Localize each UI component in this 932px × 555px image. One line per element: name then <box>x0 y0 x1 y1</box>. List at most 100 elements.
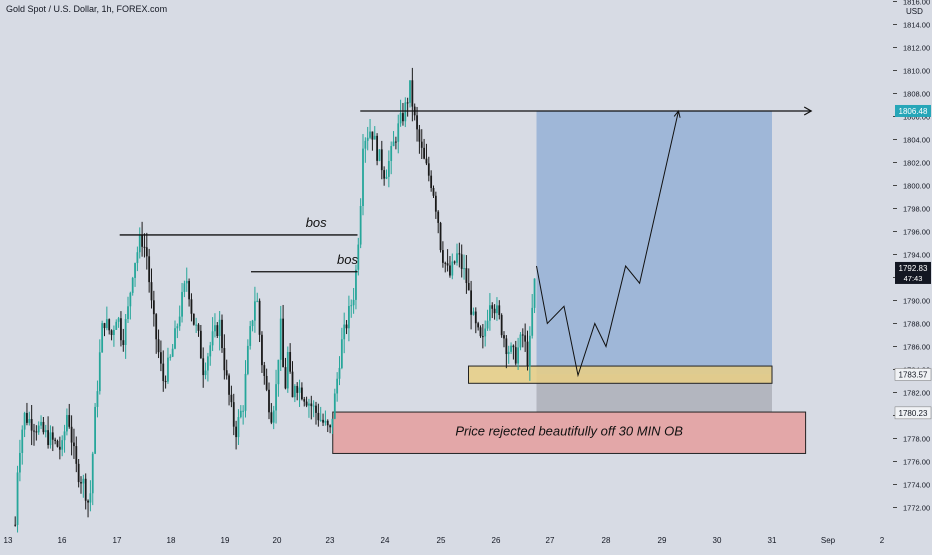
candle-body <box>484 328 487 337</box>
candle-body <box>326 420 329 426</box>
candle-body <box>77 463 80 483</box>
candle-body <box>467 283 470 291</box>
candle-body <box>30 419 33 431</box>
candle-body <box>493 308 496 314</box>
y-tick-label: 1806.00 <box>903 113 930 122</box>
candle-body <box>230 394 233 403</box>
candle-body <box>463 268 465 270</box>
candle-body <box>293 385 296 398</box>
candle-body <box>14 524 17 526</box>
candle-body <box>98 352 101 392</box>
candle-body <box>174 328 176 349</box>
candle-body <box>279 318 282 360</box>
candle-body <box>113 329 115 336</box>
candle-body <box>218 319 221 337</box>
candle-body <box>103 323 106 329</box>
candle-body <box>162 363 165 382</box>
candle-body <box>514 347 517 364</box>
candle-body <box>122 340 125 346</box>
price-tag <box>894 368 932 381</box>
candle-body <box>188 280 190 300</box>
annotations-layer: bos bos Price rejected beautifully off 30 … <box>306 215 684 439</box>
candle-body <box>145 247 148 257</box>
y-tick-label: 1798.00 <box>903 205 930 214</box>
zone-entry <box>468 365 773 384</box>
candle-body <box>171 348 174 357</box>
x-tick-label: 29 <box>658 536 667 545</box>
candles-layer <box>14 67 536 533</box>
candle-body <box>505 338 508 355</box>
chart-title: Gold Spot / U.S. Dollar, 1h, FOREX.com <box>6 4 168 14</box>
candle-body <box>214 325 216 332</box>
candle-body <box>312 405 315 407</box>
candle-body <box>127 306 129 320</box>
candle-body <box>409 80 411 103</box>
candle-body <box>33 430 35 432</box>
candle-body <box>406 102 409 104</box>
candle-body <box>385 176 388 179</box>
candle-body <box>446 263 449 266</box>
candle-body <box>420 141 423 148</box>
candle-body <box>221 319 223 349</box>
x-tick-label: 16 <box>58 536 67 545</box>
candle-body <box>115 321 118 330</box>
candle-body <box>474 311 477 324</box>
candle-body <box>507 351 510 355</box>
y-tick-label: 1810.00 <box>903 67 930 76</box>
candle-body <box>524 335 527 342</box>
projection-arrowhead <box>673 109 681 118</box>
x-tick-label: 13 <box>4 536 13 545</box>
candle-body <box>470 290 472 315</box>
candle-body <box>460 254 463 269</box>
candle-body <box>498 305 501 316</box>
candle-body <box>491 305 494 309</box>
candle-body <box>533 278 536 308</box>
candle-body <box>348 305 350 329</box>
candle-body <box>235 426 237 438</box>
candle-body <box>44 430 47 433</box>
candle-body <box>190 299 193 314</box>
ob-annotation: Price rejected beautifully off 30 MIN OB <box>455 424 683 439</box>
candle-body <box>472 311 475 315</box>
candle-body <box>331 418 334 428</box>
candle-body <box>16 472 19 525</box>
candle-body <box>479 327 482 337</box>
candle-body <box>481 336 484 338</box>
candle-body <box>249 326 252 346</box>
candle-body <box>124 319 127 346</box>
candle-body <box>395 141 397 143</box>
candle-body <box>343 324 346 340</box>
candle-body <box>244 373 247 411</box>
price-tag-label: 1783.57 <box>899 370 928 379</box>
candle-body <box>225 370 228 376</box>
candle-body <box>270 412 273 423</box>
candle-body <box>63 431 66 441</box>
candle-body <box>319 419 322 421</box>
candle-body <box>28 419 31 423</box>
candle-body <box>176 326 179 329</box>
price-tag-label: 1780.23 <box>899 409 928 418</box>
candle-body <box>275 384 277 411</box>
candle-body <box>199 330 202 359</box>
price-tag <box>894 406 932 420</box>
y-tick-label: 1790.00 <box>903 297 930 306</box>
candle-body <box>75 446 78 464</box>
candle-body <box>411 80 414 107</box>
x-axis-bg <box>0 533 893 550</box>
candle-body <box>37 425 40 433</box>
candle-body <box>157 339 160 353</box>
candle-body <box>519 334 522 348</box>
candle-body <box>73 442 75 447</box>
candle-body <box>510 345 512 352</box>
candle-body <box>202 358 205 376</box>
candle-body <box>192 313 195 325</box>
x-tick-label: 25 <box>437 536 446 545</box>
candle-body <box>399 113 402 124</box>
currency-label: USD <box>906 7 923 16</box>
candle-body <box>129 292 132 307</box>
y-tick-label: 1786.00 <box>903 343 930 352</box>
y-tick-label: 1788.00 <box>903 320 930 329</box>
candle-body <box>256 300 259 302</box>
